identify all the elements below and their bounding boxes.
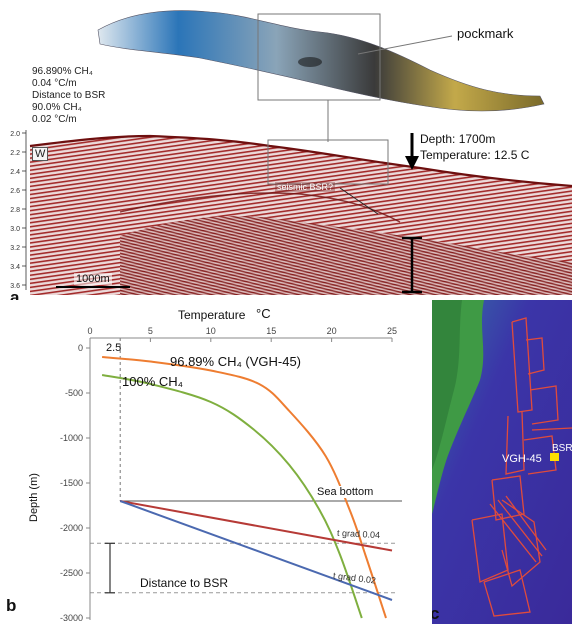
seismic-y-tick-label: 2.0 xyxy=(10,131,20,138)
pockmark-label: pockmark xyxy=(457,26,514,41)
green-ch4-curve xyxy=(101,374,363,619)
seismic-y-tick-label: 2.8 xyxy=(10,207,20,214)
orange-series-label: 96.89% CH₄ (VGH-45) xyxy=(170,354,302,369)
param-ch4-low: 90.0% CH₄ xyxy=(32,102,82,113)
temperature-label: Temperature: 12.5 C xyxy=(420,148,530,162)
survey-lines xyxy=(471,317,572,617)
panel-a-graphic: 2.0 2.2 2.4 2.6 2.8 3.0 3.2 3.4 3.6 xyxy=(10,10,572,295)
y-tick-label: -500 xyxy=(65,388,83,398)
survey-map-graphic xyxy=(432,300,572,624)
seismic-y-tick-label: 2.6 xyxy=(10,188,20,195)
bsr-reflector xyxy=(119,192,401,223)
y-tick-label: -2500 xyxy=(60,568,83,578)
seismic-bsr-label: seismic BSR? xyxy=(275,182,336,192)
pockmark-zoom-box xyxy=(257,13,381,101)
x-axis-title: Temperature xyxy=(178,308,246,322)
y-tick-label: -3000 xyxy=(60,613,83,623)
x-tick-label: 15 xyxy=(266,326,276,336)
pockmark-leader xyxy=(357,35,453,55)
panel-a-letter: a xyxy=(10,288,20,307)
seismic-zoom-box xyxy=(267,139,389,185)
seismic-y-tick-label: 3.0 xyxy=(10,226,20,233)
seismic-y-tick-label: 3.6 xyxy=(10,283,20,290)
green-series-label: 100% CH₄ xyxy=(122,374,183,389)
y-axis-title: Depth (m) xyxy=(28,473,40,522)
y-tick-label: -2000 xyxy=(60,523,83,533)
pockmark-depression xyxy=(298,57,322,67)
parameter-legend: 96.890% CH₄ 0.04 °C/m Distance to BSR 90… xyxy=(32,66,105,126)
depth-arrow-head xyxy=(405,156,419,170)
panel-a-seismic-section: 2.0 2.2 2.4 2.6 2.8 3.0 3.2 3.4 3.6 96.890% CH₄ … xyxy=(0,0,572,307)
panel-c-survey-map: VGH-45 BSR c xyxy=(432,300,572,624)
scale-label: 1000m xyxy=(74,273,112,285)
panel-c-letter: c xyxy=(432,604,440,623)
seismic-deep-reflectors xyxy=(120,216,572,295)
param-distance: Distance to BSR xyxy=(32,90,106,101)
bsr-leader xyxy=(339,187,379,215)
x-tick-label: 20 xyxy=(327,326,337,336)
marker-2-5-label: 2.5 xyxy=(106,342,122,354)
sea-bottom-label: Sea bottom xyxy=(316,486,375,498)
seismic-y-tick-label: 2.2 xyxy=(10,150,20,157)
x-tick-label: 10 xyxy=(206,326,216,336)
param-ch4-high: 96.890% CH₄ xyxy=(32,66,93,77)
coastline-highland xyxy=(432,300,462,470)
gradient-002-line xyxy=(119,500,393,601)
seismic-y-tick-label: 3.2 xyxy=(10,245,20,252)
west-label: W xyxy=(32,147,49,161)
distance-to-bsr-label: Distance to BSR xyxy=(140,576,229,590)
temperature-depth-chart: 0 5 10 15 20 25 0 -500 -1000 -1500 -2000 -2500 -3000 xyxy=(60,326,402,623)
panel-b-phase-chart: 0 5 10 15 20 25 0 -500 -1000 -1500 -2000 -2500 -3000… xyxy=(0,300,430,624)
y-tick-label: -1500 xyxy=(60,478,83,488)
well-label: VGH-45 xyxy=(502,453,542,465)
seismic-y-tick-label: 3.4 xyxy=(10,264,20,271)
depth-label: Depth: 1700m xyxy=(420,132,496,146)
x-axis-unit: °C xyxy=(256,306,271,321)
y-tick-label: 0 xyxy=(78,343,83,353)
x-tick-label: 25 xyxy=(387,326,397,336)
x-tick-label: 5 xyxy=(148,326,153,336)
seismic-y-tick-label: 2.4 xyxy=(10,169,20,176)
param-grad-low: 0.02 °C/m xyxy=(32,114,77,125)
panel-b-letter: b xyxy=(6,596,17,615)
y-tick-label: -1000 xyxy=(60,433,83,443)
bsr-map-label: BSR xyxy=(552,443,572,454)
gradient-004-line xyxy=(120,500,393,552)
seafloor-reflector xyxy=(29,134,572,188)
x-tick-label: 0 xyxy=(87,326,92,336)
well-marker xyxy=(550,453,559,461)
param-grad-high: 0.04 °C/m xyxy=(32,78,77,89)
